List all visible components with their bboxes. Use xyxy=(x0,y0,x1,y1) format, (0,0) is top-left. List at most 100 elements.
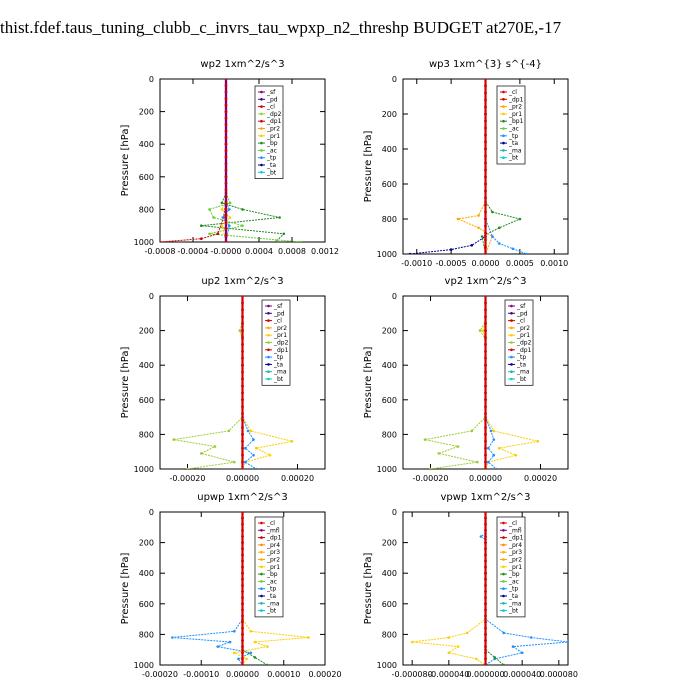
legend-marker xyxy=(510,363,513,366)
zero-line-marker xyxy=(484,620,487,624)
legend-label: _dp2 xyxy=(273,340,289,347)
zero-line-marker xyxy=(241,541,244,544)
legend-marker xyxy=(267,377,270,381)
legend-label: _bt xyxy=(266,608,277,615)
x-tick-label: 0.00000 xyxy=(226,474,259,483)
legend-label: _cl xyxy=(508,89,517,96)
series-point-tp xyxy=(228,640,232,644)
legend-label: _ma xyxy=(508,147,522,154)
zero-line-marker xyxy=(241,467,244,469)
legend-label: _pr4 xyxy=(508,542,522,549)
series-point-dp2 xyxy=(213,445,217,448)
series-point-pr2 xyxy=(477,226,480,230)
legend-label: _tp xyxy=(266,155,276,162)
x-tick-label: -0.00020 xyxy=(170,474,206,483)
series-point-pr1 xyxy=(475,657,478,661)
legend-label: _bp xyxy=(266,140,278,147)
zero-line-marker xyxy=(241,516,244,520)
zero-line-marker xyxy=(484,189,487,193)
zero-line-marker xyxy=(484,252,487,254)
y-axis-label: Pressure [hPa] xyxy=(363,347,374,419)
y-tick-label: 1000 xyxy=(377,661,397,670)
legend-label: _bt xyxy=(508,155,519,162)
series-group xyxy=(423,296,540,469)
legend-marker xyxy=(267,326,270,330)
zero-line-marker xyxy=(484,301,487,305)
zero-line-marker xyxy=(484,133,487,137)
series-line-tp xyxy=(172,512,253,665)
legend-label: _cl xyxy=(508,520,517,527)
zero-line-marker xyxy=(224,240,228,242)
legend-label: _ma xyxy=(266,600,280,607)
legend-label: _sf xyxy=(516,303,526,310)
legend-label: _mfl xyxy=(266,527,280,534)
legend-marker xyxy=(502,572,505,576)
legend-label: _dp1 xyxy=(273,347,289,354)
legend-box xyxy=(504,299,534,386)
zero-line-marker xyxy=(241,577,244,581)
zero-line-marker xyxy=(241,553,244,557)
series-point-pr1 xyxy=(290,440,294,443)
legend-marker xyxy=(260,156,263,159)
x-tick-label: 0.000000 xyxy=(466,670,504,679)
series-point-tp xyxy=(511,247,515,251)
panel-1: wp2 1xm^2/s^3 Pressure [hPa] 0 200 400 600 800… xyxy=(120,59,339,256)
zero-line-marker xyxy=(484,203,487,207)
zero-line-marker xyxy=(484,329,487,332)
legend-label: _pr3 xyxy=(508,549,522,556)
series-line-dp2 xyxy=(173,296,243,469)
legend-marker xyxy=(260,171,263,174)
legend-marker xyxy=(502,558,505,561)
x-tick-label: 0.00020 xyxy=(524,474,557,483)
zero-line-marker xyxy=(241,584,244,587)
y-tick-label: 0 xyxy=(392,508,397,517)
series-point-dp2 xyxy=(233,460,236,464)
zero-line-marker xyxy=(484,516,487,520)
series-line-dp1 xyxy=(160,79,227,242)
x-tick-label: 0.00010 xyxy=(267,670,300,679)
y-tick-label: 400 xyxy=(382,361,397,370)
series-point-bp xyxy=(241,208,244,211)
legend-label: _cl xyxy=(273,318,282,325)
y-tick-label: 600 xyxy=(382,180,397,189)
zero-line-marker xyxy=(241,349,244,353)
legend-label: _pr1 xyxy=(266,564,280,571)
legend-marker xyxy=(510,370,513,374)
series-point-dp2 xyxy=(476,460,479,464)
series-point-pr1 xyxy=(245,657,248,661)
zero-line-marker xyxy=(241,377,244,381)
zero-line-marker xyxy=(484,217,487,221)
series-point-pr1 xyxy=(254,446,258,450)
y-tick-label: 800 xyxy=(382,215,397,224)
zero-line-marker xyxy=(224,90,228,94)
legend-label: _ta xyxy=(273,361,283,368)
legend-marker xyxy=(267,370,270,374)
zero-line-marker xyxy=(224,129,228,133)
series-point-tp xyxy=(502,631,506,635)
zero-line-marker xyxy=(241,626,244,630)
zero-line-marker xyxy=(484,528,487,532)
zero-line-marker xyxy=(484,370,487,374)
series-line-tp xyxy=(479,512,568,665)
x-tick-label: 0.00020 xyxy=(308,670,341,679)
legend-marker xyxy=(510,341,513,344)
series-point-dp2 xyxy=(172,438,176,441)
legend-label: _tp xyxy=(273,354,283,361)
x-tick-label: -0.0008 xyxy=(145,247,176,256)
zero-line-marker xyxy=(484,147,487,151)
series-point-pr1 xyxy=(307,636,310,639)
legend-marker xyxy=(502,602,505,605)
series-point-pr1 xyxy=(536,440,540,443)
y-tick-label: 200 xyxy=(139,539,154,548)
panel-title: wp2 1xm^2/s^3 xyxy=(200,59,284,70)
x-tick-label: 0.0008 xyxy=(278,247,306,256)
y-tick-label: 400 xyxy=(382,569,397,578)
y-tick-label: 1000 xyxy=(134,465,154,474)
zero-line-marker xyxy=(224,142,228,146)
x-tick-label: -0.0004 xyxy=(178,247,209,256)
zero-line-marker xyxy=(241,363,244,367)
y-tick-label: 800 xyxy=(382,630,397,639)
legend-marker xyxy=(267,355,270,359)
legend-label: _pr2 xyxy=(266,126,280,133)
zero-line-marker xyxy=(241,391,244,395)
